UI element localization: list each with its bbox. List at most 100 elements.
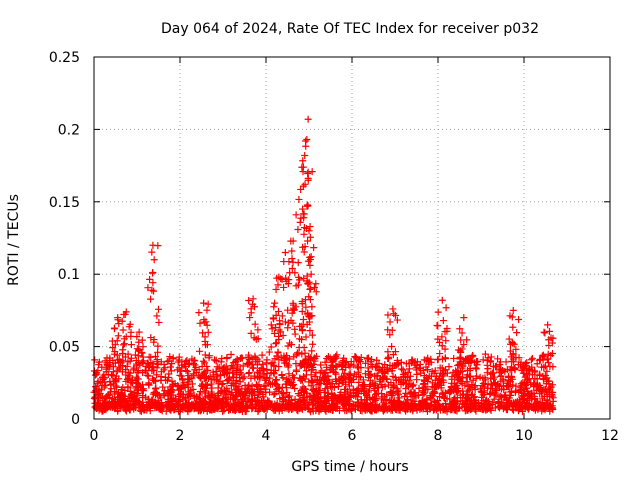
data-point	[402, 360, 410, 368]
data-point	[310, 244, 318, 252]
data-point	[190, 394, 198, 402]
data-point	[144, 372, 152, 380]
y-axis-label: ROTI / TECUs	[6, 194, 22, 286]
data-point	[112, 372, 120, 380]
data-point	[324, 372, 332, 380]
data-point	[513, 329, 521, 337]
data-point	[270, 315, 278, 323]
data-point	[251, 374, 259, 382]
x-tick-label: 10	[515, 428, 533, 444]
data-point	[228, 362, 236, 370]
data-point	[438, 333, 446, 341]
data-point	[510, 402, 518, 410]
data-point	[506, 340, 514, 348]
data-point	[394, 360, 402, 368]
data-point	[241, 390, 249, 398]
data-point	[336, 394, 344, 402]
data-point	[304, 176, 312, 184]
data-point	[353, 363, 361, 371]
data-point	[308, 331, 316, 339]
data-point	[536, 381, 544, 389]
data-point	[109, 363, 117, 371]
data-point	[258, 351, 266, 359]
data-point	[356, 358, 364, 366]
data-point	[269, 359, 277, 367]
data-point	[279, 331, 287, 339]
data-point	[302, 137, 310, 145]
data-point	[316, 369, 324, 377]
data-point	[377, 381, 385, 389]
data-point	[251, 396, 259, 404]
data-point	[293, 400, 301, 408]
data-point	[202, 380, 210, 388]
data-point	[386, 389, 394, 397]
data-point	[213, 403, 221, 411]
data-point	[145, 364, 153, 372]
data-point	[450, 395, 458, 403]
data-point	[518, 366, 526, 374]
data-point	[188, 380, 196, 388]
data-point	[139, 369, 147, 377]
data-point	[345, 371, 353, 379]
data-point	[383, 364, 391, 372]
chart-title: Day 064 of 2024, Rate Of TEC Index for r…	[161, 21, 539, 37]
x-tick-label: 8	[434, 428, 443, 444]
data-point	[443, 327, 451, 335]
data-point	[434, 404, 442, 412]
data-point	[458, 403, 466, 411]
data-point	[306, 233, 314, 241]
data-point	[219, 367, 227, 375]
data-point	[386, 396, 394, 404]
data-point	[450, 386, 458, 394]
data-point	[413, 358, 421, 366]
data-point	[482, 405, 490, 413]
data-point	[469, 393, 477, 401]
data-point	[164, 395, 172, 403]
data-point	[131, 402, 139, 410]
data-point	[544, 350, 552, 358]
data-point	[305, 399, 313, 407]
data-point	[539, 356, 547, 364]
data-point	[311, 357, 319, 365]
data-point	[332, 354, 340, 362]
data-point	[453, 388, 461, 396]
data-point	[541, 362, 549, 370]
data-point	[543, 367, 551, 375]
data-point	[401, 369, 409, 377]
data-point	[280, 398, 288, 406]
data-point	[456, 353, 464, 361]
data-point	[138, 349, 146, 357]
data-point	[466, 404, 474, 412]
data-point	[271, 329, 279, 337]
data-point	[387, 379, 395, 387]
data-point	[292, 367, 300, 375]
data-point	[456, 325, 464, 333]
data-point	[393, 385, 401, 393]
x-tick-label: 6	[348, 428, 357, 444]
data-point	[115, 355, 123, 363]
data-point	[209, 371, 217, 379]
data-point	[96, 378, 104, 386]
data-point	[440, 405, 448, 413]
data-point	[422, 356, 430, 364]
data-point	[110, 325, 118, 333]
data-point	[288, 265, 296, 273]
data-point	[165, 357, 173, 365]
data-point	[244, 383, 252, 391]
data-point	[213, 373, 221, 381]
data-point	[247, 360, 255, 368]
data-point	[523, 378, 531, 386]
data-point	[272, 324, 280, 332]
data-point	[245, 297, 253, 305]
data-point	[307, 285, 315, 293]
data-point	[304, 237, 312, 245]
data-point	[308, 303, 316, 311]
data-point	[225, 388, 233, 396]
data-point	[544, 359, 552, 367]
data-point	[157, 376, 165, 384]
data-point	[294, 259, 302, 267]
data-point	[308, 347, 316, 355]
data-point	[483, 396, 491, 404]
data-point	[439, 372, 447, 380]
data-point	[152, 384, 160, 392]
